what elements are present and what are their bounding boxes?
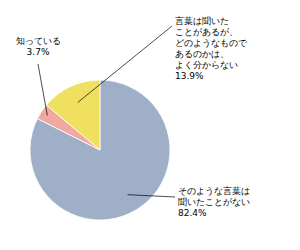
slice-label: そのような言葉は聞いたことがない [178, 186, 250, 207]
leader-line [38, 64, 47, 115]
leader-line [128, 195, 175, 197]
slice-label: 言葉は聞いたことがあるが、どのようなものであるのかは、よく分からない [175, 16, 248, 70]
data-label: 3.7% [27, 47, 50, 57]
slice [30, 80, 170, 220]
labels: そのような言葉は聞いたことがない82.4% 知っている3.7% 言葉は聞いたことがあ… [16, 16, 251, 218]
chart: そのような言葉は聞いたことがない82.4% 知っている3.7% 言葉は聞いたことがあ… [0, 0, 300, 250]
data-label: 82.4% [178, 208, 207, 218]
leader-line [78, 26, 172, 102]
slice-label: 知っている [16, 36, 61, 46]
data-label: 13.9% [175, 71, 204, 81]
pie [30, 80, 170, 220]
